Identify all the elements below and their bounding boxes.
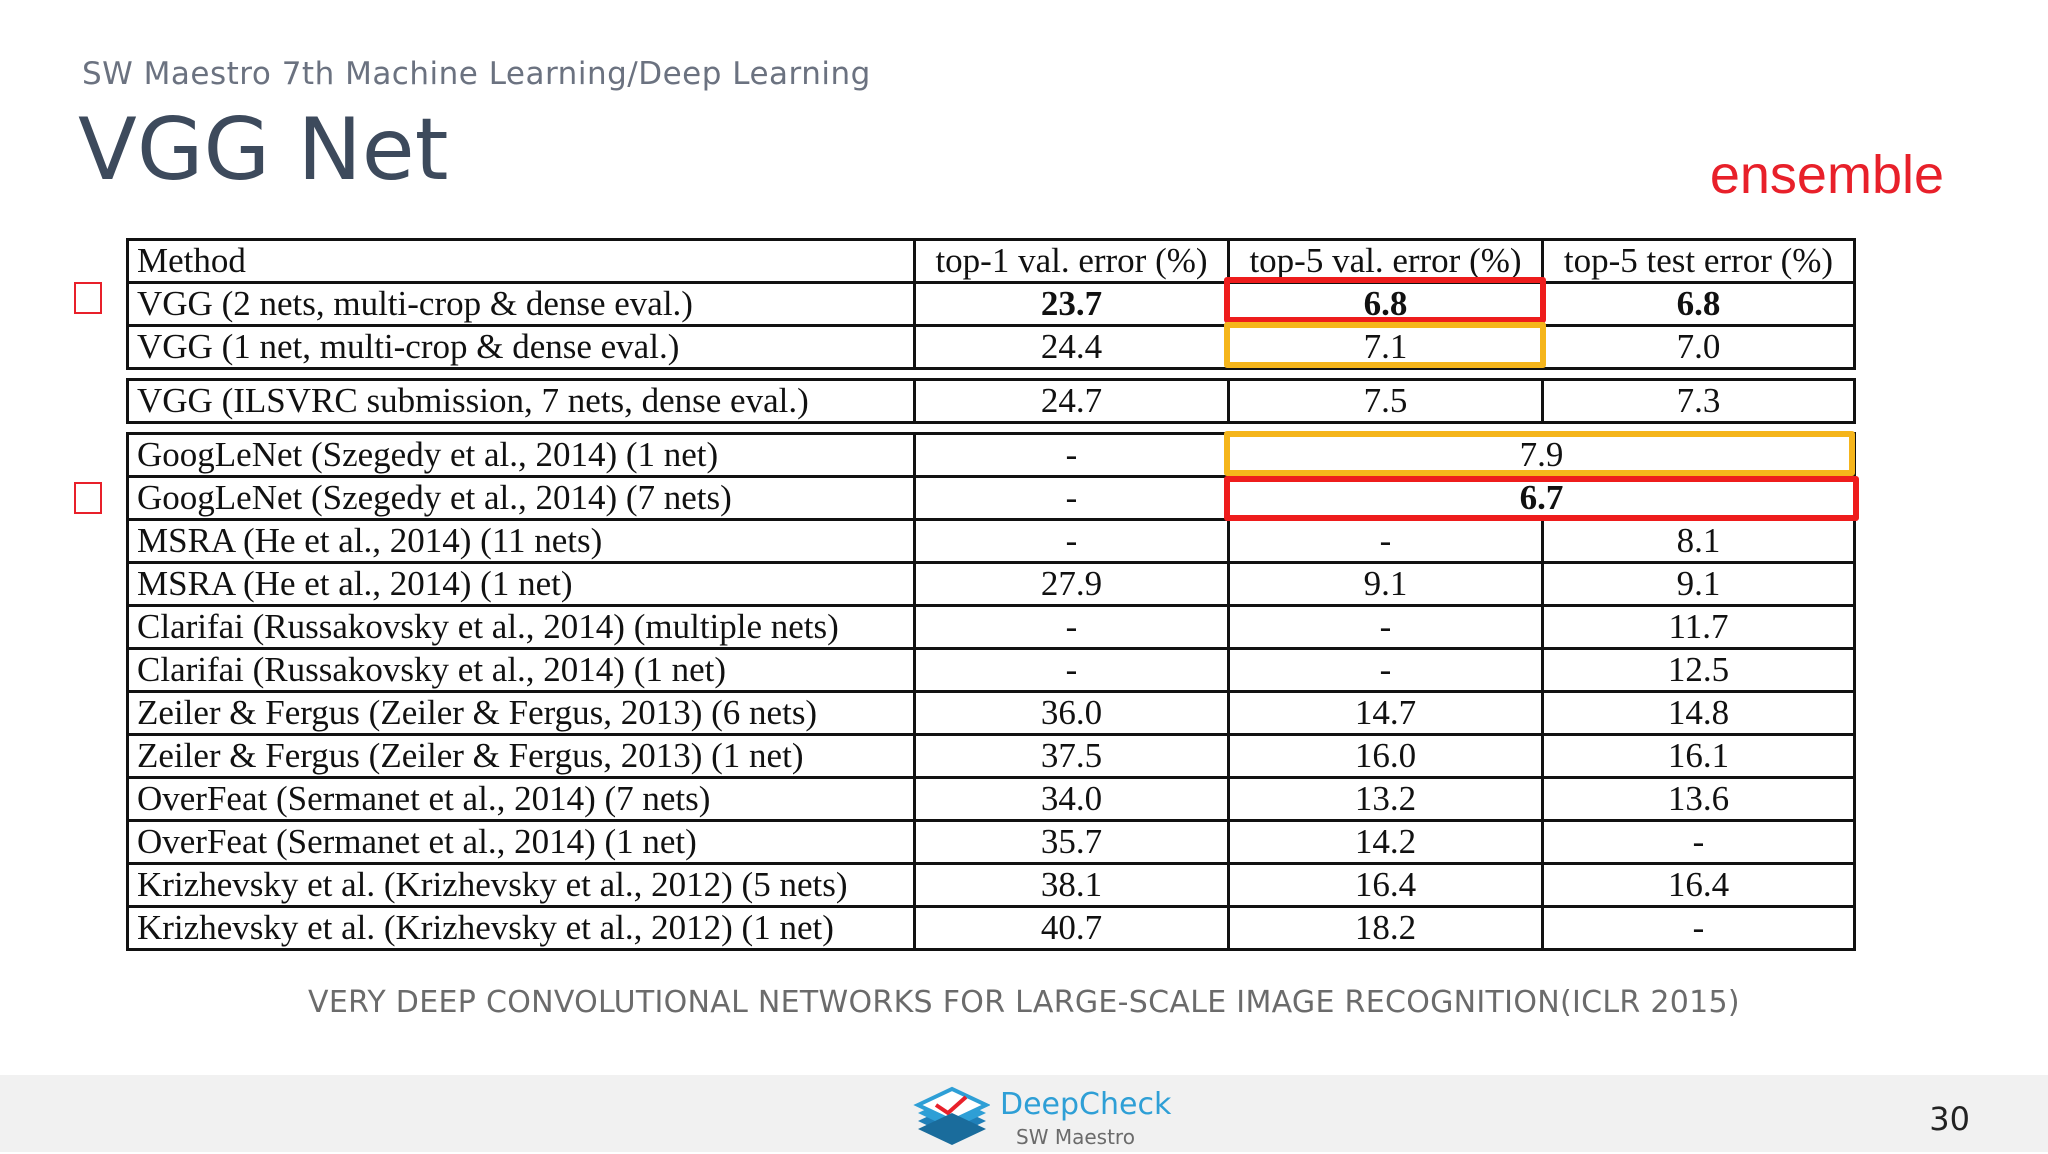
- slide-subtitle: SW Maestro 7th Machine Learning/Deep Lea…: [82, 56, 871, 92]
- slide-title: VGG Net: [78, 100, 449, 200]
- method-cell: Clarifai (Russakovsky et al., 2014) (mul…: [129, 607, 916, 647]
- top5-test-cell: 14.8: [1667, 693, 1730, 732]
- method-cell: VGG (1 net, multi-crop & dense eval.): [129, 327, 916, 367]
- top5-val-cell: -: [1230, 521, 1544, 561]
- method-cell: OverFeat (Sermanet et al., 2014) (7 nets…: [129, 779, 916, 819]
- top5-test-cell: 7.3: [1676, 381, 1721, 420]
- table-group-other-methods: GoogLeNet (Szegedy et al., 2014) (1 net)…: [126, 432, 1856, 951]
- highlight-googlenet-7nets-top5: [1224, 476, 1859, 521]
- highlight-vgg-1net-top5: [1224, 322, 1546, 368]
- brand-subtitle: SW Maestro: [1016, 1125, 1135, 1149]
- top5-val-cell: 14.7: [1230, 693, 1544, 733]
- table-row: Krizhevsky et al. (Krizhevsky et al., 20…: [129, 862, 1853, 905]
- top5-merged-cell: 6.7: [1519, 478, 1564, 517]
- table-row: Clarifai (Russakovsky et al., 2014) (mul…: [129, 604, 1853, 647]
- top1-val-cell: 36.0: [916, 693, 1230, 733]
- top5-test-cell: 7.0: [1676, 327, 1721, 366]
- header-top5-val: top-5 val. error (%): [1230, 241, 1544, 281]
- paper-caption: VERY DEEP CONVOLUTIONAL NETWORKS FOR LAR…: [308, 985, 1740, 1020]
- top5-val-cell: 18.2: [1230, 908, 1544, 948]
- table-row: VGG (2 nets, multi-crop & dense eval.) 2…: [129, 281, 1853, 324]
- ensemble-annotation: ensemble: [1709, 145, 1944, 205]
- top5-test-cell: 16.4: [1667, 865, 1730, 904]
- top1-val-cell: 34.0: [916, 779, 1230, 819]
- header-top5-test: top-5 test error (%): [1563, 241, 1834, 280]
- top1-val-cell: -: [916, 478, 1230, 518]
- top5-test-cell: 16.1: [1667, 736, 1730, 775]
- top5-val-cell: 16.4: [1230, 865, 1544, 905]
- ensemble-marker-vgg: [74, 282, 102, 314]
- top1-val-cell: 23.7: [916, 284, 1230, 324]
- top5-test-cell: -: [1692, 822, 1705, 861]
- top5-val-cell: -: [1230, 607, 1544, 647]
- deepcheck-logo-icon: [912, 1083, 991, 1149]
- ensemble-marker-googlenet: [74, 482, 102, 514]
- top5-val-cell: 7.5: [1230, 381, 1544, 421]
- highlight-vgg-2nets-top5: [1224, 277, 1546, 323]
- top5-val-cell: 13.2: [1230, 779, 1544, 819]
- table-row: OverFeat (Sermanet et al., 2014) (7 nets…: [129, 776, 1853, 819]
- table-row: GoogLeNet (Szegedy et al., 2014) (7 nets…: [129, 475, 1853, 518]
- top5-test-cell: 6.8: [1676, 284, 1721, 323]
- table-row: Clarifai (Russakovsky et al., 2014) (1 n…: [129, 647, 1853, 690]
- method-cell: GoogLeNet (Szegedy et al., 2014) (1 net): [129, 435, 916, 475]
- table-group-vgg: Method top-1 val. error (%) top-5 val. e…: [126, 238, 1856, 370]
- top5-test-cell: 12.5: [1667, 650, 1730, 689]
- table-row: MSRA (He et al., 2014) (1 net) 27.9 9.1 …: [129, 561, 1853, 604]
- table-row: MSRA (He et al., 2014) (11 nets) - - 8.1: [129, 518, 1853, 561]
- top1-val-cell: 37.5: [916, 736, 1230, 776]
- table-row: Zeiler & Fergus (Zeiler & Fergus, 2013) …: [129, 690, 1853, 733]
- brand-name: DeepCheck: [1000, 1087, 1172, 1122]
- top5-val-cell: 14.2: [1230, 822, 1544, 862]
- top1-val-cell: 38.1: [916, 865, 1230, 905]
- method-cell: OverFeat (Sermanet et al., 2014) (1 net): [129, 822, 916, 862]
- top1-val-cell: -: [916, 650, 1230, 690]
- top1-val-cell: 24.4: [916, 327, 1230, 367]
- page-number: 30: [1929, 1100, 1970, 1138]
- top1-val-cell: -: [916, 607, 1230, 647]
- top1-val-cell: -: [916, 435, 1230, 475]
- top5-test-cell: 8.1: [1676, 521, 1721, 560]
- header-top1-val: top-1 val. error (%): [916, 241, 1230, 281]
- method-cell: Krizhevsky et al. (Krizhevsky et al., 20…: [129, 908, 916, 948]
- method-cell: MSRA (He et al., 2014) (1 net): [129, 564, 916, 604]
- method-cell: Zeiler & Fergus (Zeiler & Fergus, 2013) …: [129, 693, 916, 733]
- method-cell: VGG (ILSVRC submission, 7 nets, dense ev…: [129, 381, 916, 421]
- top5-val-cell: 7.1: [1230, 327, 1544, 367]
- method-cell: Clarifai (Russakovsky et al., 2014) (1 n…: [129, 650, 916, 690]
- results-table: Method top-1 val. error (%) top-5 val. e…: [126, 238, 1856, 951]
- top5-test-cell: 9.1: [1676, 564, 1721, 603]
- table-row: VGG (ILSVRC submission, 7 nets, dense ev…: [129, 381, 1853, 421]
- top1-val-cell: 27.9: [916, 564, 1230, 604]
- method-cell: GoogLeNet (Szegedy et al., 2014) (7 nets…: [129, 478, 916, 518]
- top1-val-cell: 35.7: [916, 822, 1230, 862]
- top1-val-cell: 40.7: [916, 908, 1230, 948]
- top1-val-cell: -: [916, 521, 1230, 561]
- table-row: GoogLeNet (Szegedy et al., 2014) (1 net)…: [129, 435, 1853, 475]
- table-row: Zeiler & Fergus (Zeiler & Fergus, 2013) …: [129, 733, 1853, 776]
- top5-merged-cell: 7.9: [1519, 435, 1564, 474]
- top5-test-cell: 11.7: [1668, 607, 1729, 646]
- slide-footer: [0, 1075, 2048, 1152]
- header-method: Method: [129, 241, 916, 281]
- highlight-googlenet-1net-top5: [1224, 431, 1855, 476]
- table-row: Krizhevsky et al. (Krizhevsky et al., 20…: [129, 905, 1853, 948]
- top5-val-cell: -: [1230, 650, 1544, 690]
- top1-val-cell: 24.7: [916, 381, 1230, 421]
- table-row: OverFeat (Sermanet et al., 2014) (1 net)…: [129, 819, 1853, 862]
- method-cell: VGG (2 nets, multi-crop & dense eval.): [129, 284, 916, 324]
- table-row: VGG (1 net, multi-crop & dense eval.) 24…: [129, 324, 1853, 367]
- table-group-vgg-submission: VGG (ILSVRC submission, 7 nets, dense ev…: [126, 378, 1856, 424]
- top5-test-cell: -: [1692, 908, 1705, 947]
- method-cell: MSRA (He et al., 2014) (11 nets): [129, 521, 916, 561]
- table-header-row: Method top-1 val. error (%) top-5 val. e…: [129, 241, 1853, 281]
- top5-test-cell: 13.6: [1667, 779, 1730, 818]
- top5-val-cell: 9.1: [1230, 564, 1544, 604]
- method-cell: Zeiler & Fergus (Zeiler & Fergus, 2013) …: [129, 736, 916, 776]
- method-cell: Krizhevsky et al. (Krizhevsky et al., 20…: [129, 865, 916, 905]
- top5-val-cell: 16.0: [1230, 736, 1544, 776]
